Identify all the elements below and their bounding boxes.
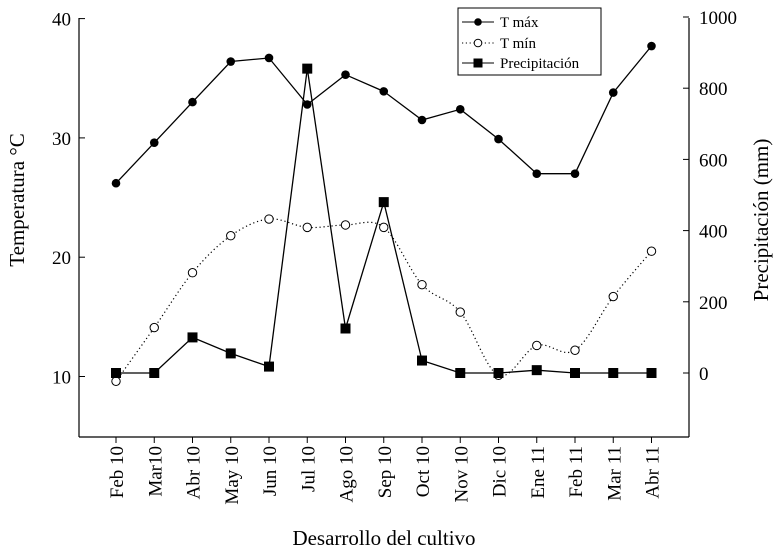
precipitation-point	[149, 368, 160, 378]
precipitation-point	[531, 365, 542, 376]
precipitation-point	[264, 361, 274, 372]
precipitation-point	[455, 368, 466, 378]
tmin-point	[379, 222, 389, 233]
tmin-point	[264, 214, 274, 224]
tmin-point	[532, 340, 542, 351]
tmax-point	[455, 104, 465, 114]
x-axis-title: Desarrollo del cultivo	[292, 526, 475, 550]
legend-label-tmin: T mín	[500, 36, 536, 52]
x-tick-label: Abr 10	[184, 446, 205, 499]
tmax-point	[647, 41, 656, 51]
y-axis-left-title: Temperatura °C	[5, 133, 29, 266]
x-tick-label: Jul 10	[298, 446, 319, 492]
legend-label-precipitacion: Precipitación	[500, 56, 580, 72]
tmax-point	[532, 169, 542, 178]
x-tick-label: Dic 10	[490, 446, 511, 497]
precipitation-point	[340, 323, 351, 334]
tmin-point	[226, 231, 236, 241]
tmin-point	[570, 345, 580, 355]
legend-label-tmax: T máx	[500, 15, 539, 31]
x-tick-label: Abr 11	[643, 446, 664, 499]
tmin-point	[417, 279, 427, 290]
x-tick-label: Feb 11	[566, 446, 587, 498]
tmax-point	[264, 53, 274, 63]
series-markers	[111, 41, 657, 386]
y-axis-right-title: Precipitación (mm)	[749, 139, 773, 302]
tmin-point	[111, 376, 121, 386]
tmax-point	[111, 178, 121, 188]
tmin-point	[149, 322, 159, 333]
tmin-point	[187, 268, 198, 278]
y-left-tick-label: 40	[52, 10, 71, 31]
tmax-point	[417, 115, 427, 125]
x-tick-label: Oct 10	[413, 446, 434, 497]
open-circle-icon	[473, 38, 483, 48]
tmin-point	[455, 307, 465, 317]
tmax-point	[149, 138, 159, 147]
precipitation-point	[417, 355, 427, 366]
y-right-tick-label: 800	[699, 79, 728, 100]
legend-item-tmin: T mín	[462, 36, 536, 52]
x-tick-label: May 10	[222, 446, 243, 505]
tmin-point	[646, 246, 657, 256]
tmax-point	[570, 169, 580, 178]
series-line-1	[115, 218, 652, 382]
x-tick-label: Sep 10	[375, 446, 396, 498]
tmax-point	[188, 97, 197, 107]
precipitation-point	[302, 63, 313, 74]
series-line-2	[116, 68, 652, 374]
y-left-tick-label: 20	[52, 248, 71, 269]
y-right-tick-label: 200	[699, 293, 728, 314]
y-right-tick-label: 600	[699, 150, 728, 171]
y-right-tick-label: 1000	[699, 8, 737, 29]
tmax-point	[608, 88, 618, 97]
x-tick-label: Mar 11	[604, 446, 625, 501]
legend: T máx T mín Precipitación	[457, 7, 602, 76]
precipitation-point	[570, 368, 580, 378]
y-left-tick-label: 10	[52, 368, 71, 389]
y-right-tick-label: 0	[699, 364, 709, 385]
precipitation-point	[225, 348, 236, 359]
precipitation-point	[608, 368, 619, 378]
x-tick-label: Mar10	[145, 446, 166, 497]
filled-square-icon	[473, 58, 483, 68]
legend-item-tmax: T máx	[462, 15, 539, 31]
legend-item-precipitacion: Precipitación	[462, 56, 580, 72]
filled-circle-icon	[474, 18, 482, 26]
precipitation-point	[646, 368, 657, 378]
tmax-point	[379, 87, 389, 96]
y-right-tick-label: 400	[699, 222, 728, 243]
x-tick-label: Ene 11	[528, 446, 549, 499]
x-tick-label: Nov 10	[451, 446, 472, 502]
tmin-point	[302, 222, 312, 233]
x-tick-label: Jun 10	[260, 446, 281, 496]
precipitation-point	[187, 332, 198, 343]
x-tick-label: Feb 10	[107, 446, 128, 498]
precipitation-point	[378, 197, 389, 208]
series-lines	[115, 45, 653, 382]
precipitation-point	[493, 368, 504, 378]
tmin-point	[340, 220, 351, 230]
precipitation-point	[111, 368, 121, 378]
tmax-point	[302, 100, 312, 109]
tmax-point	[226, 57, 236, 66]
tmin-point	[608, 291, 618, 302]
y-left-tick-label: 30	[52, 129, 71, 150]
tmax-point	[494, 134, 503, 144]
x-tick-label: Ago 10	[337, 446, 358, 502]
tmax-point	[341, 70, 350, 79]
